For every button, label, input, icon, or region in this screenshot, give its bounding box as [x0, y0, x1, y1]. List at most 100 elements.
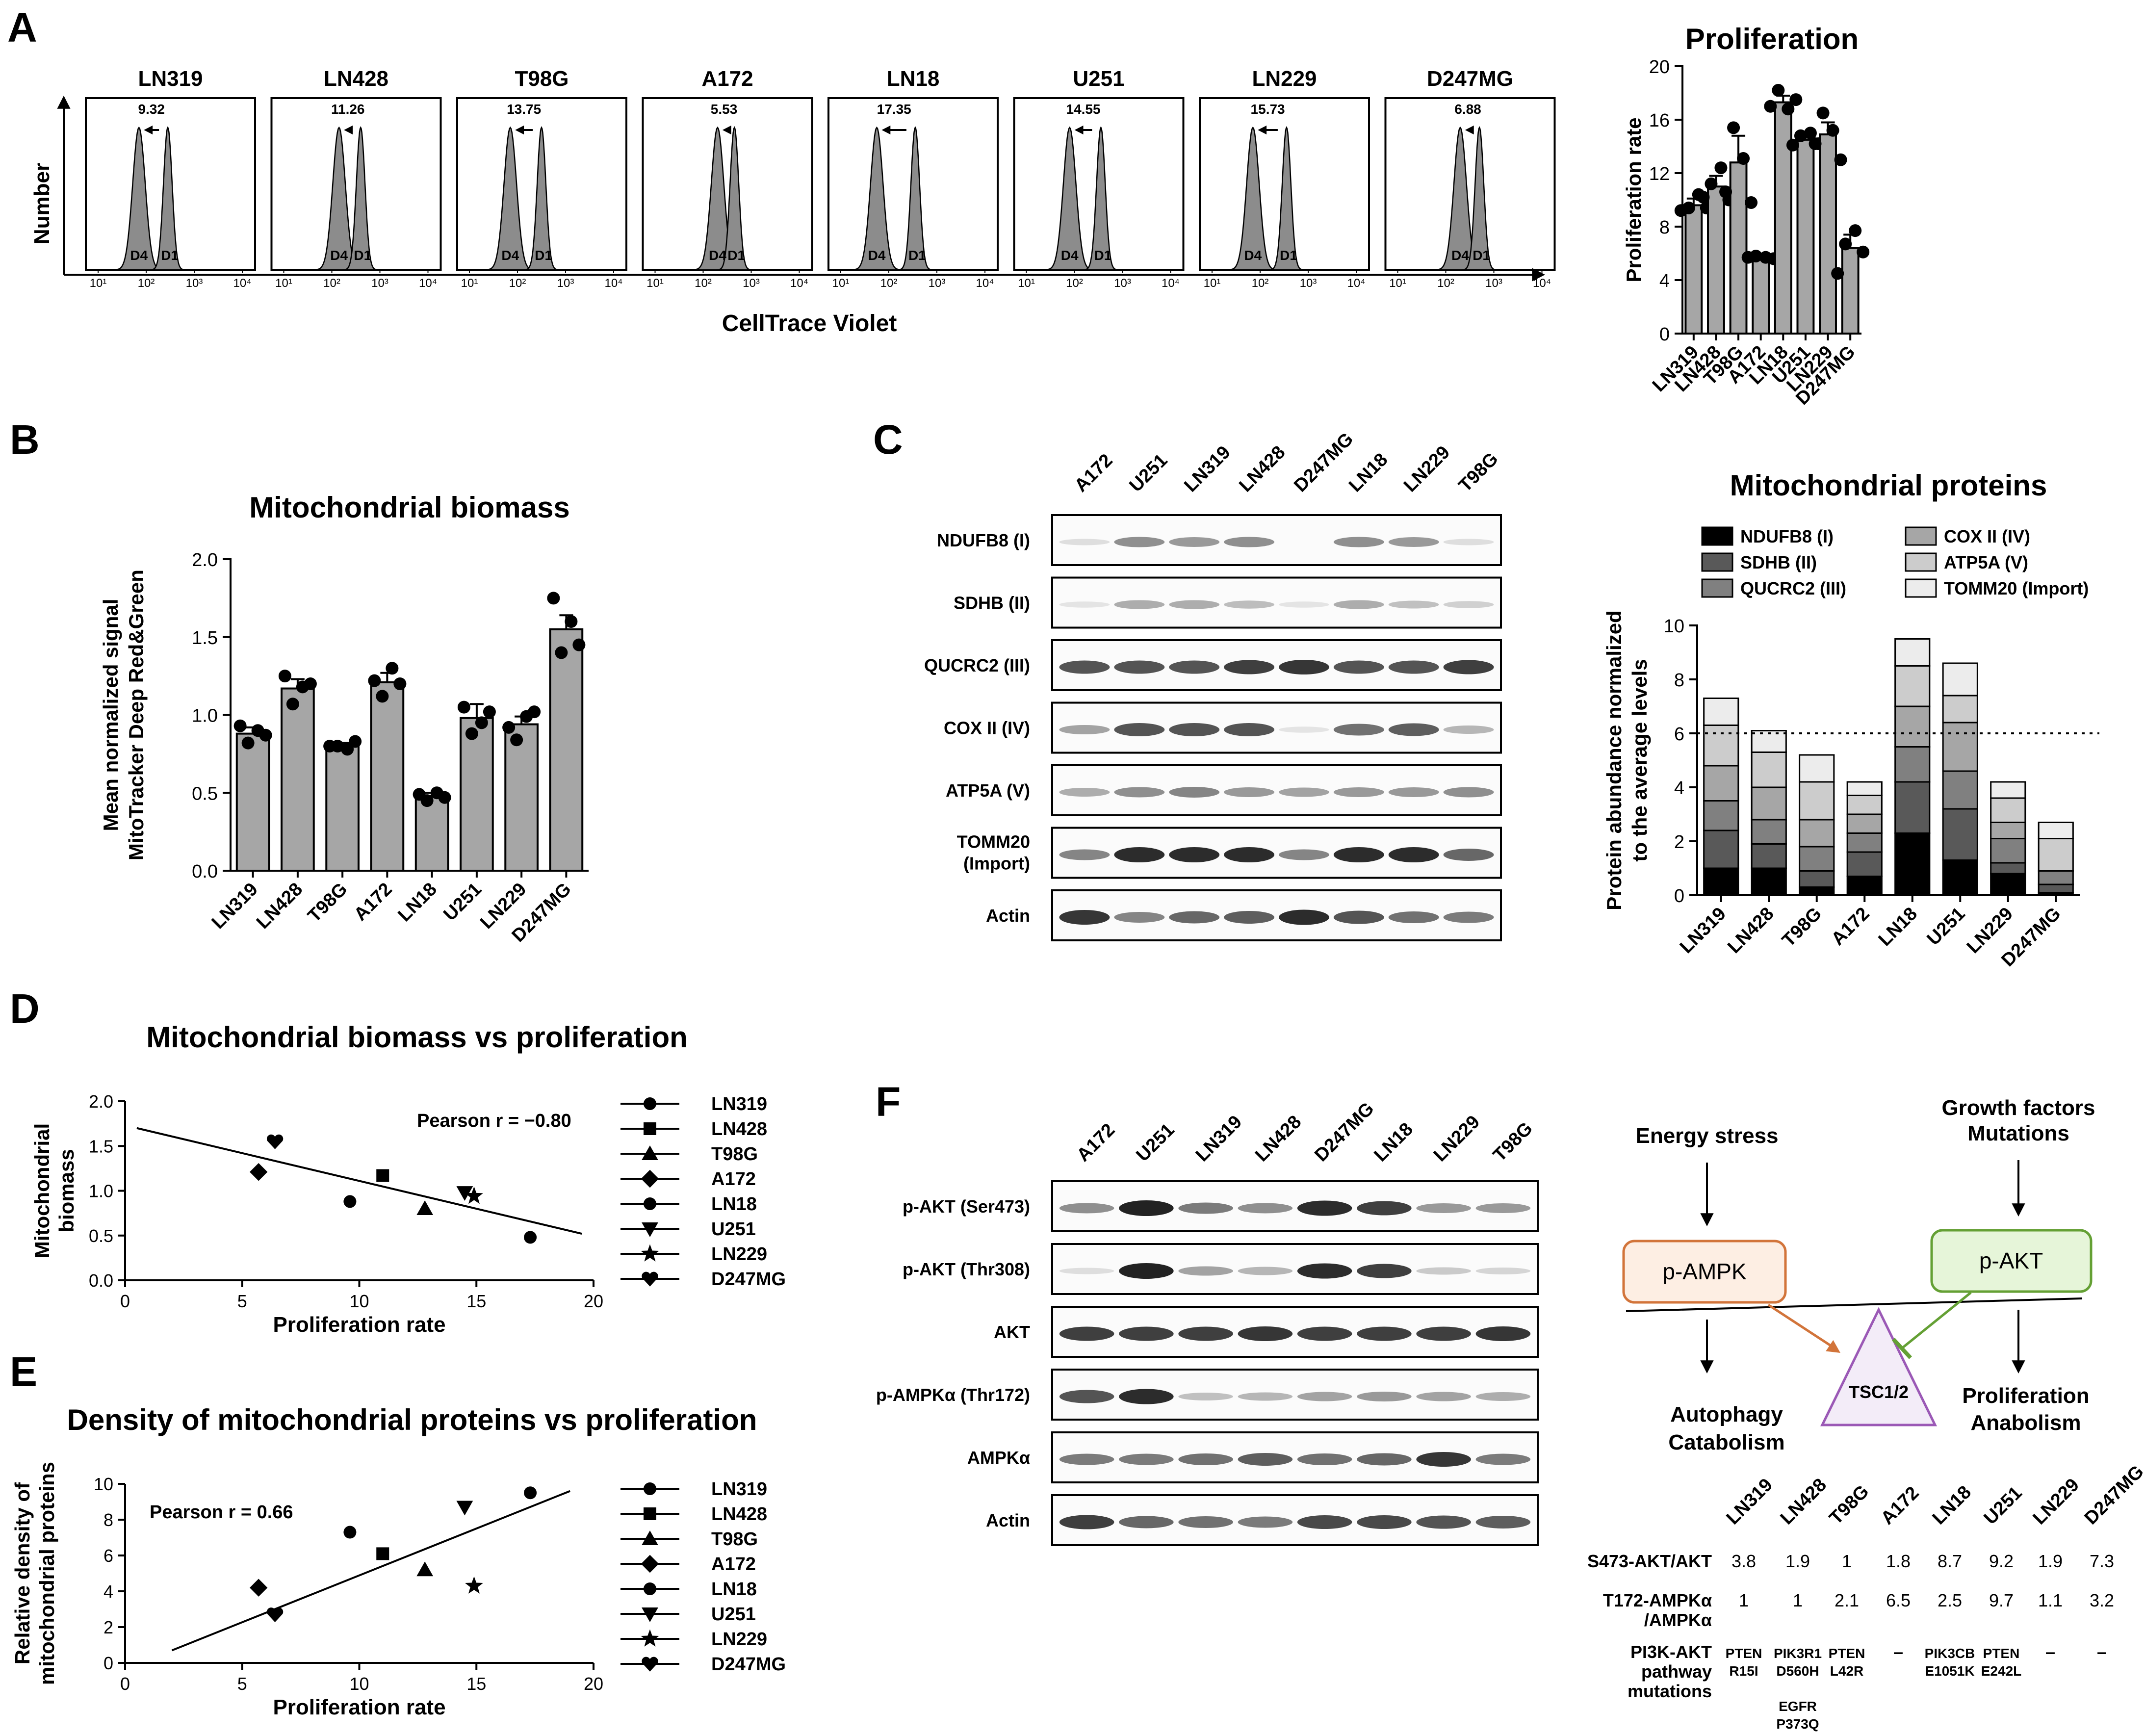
data-point: [1849, 224, 1862, 237]
table-cell: PTEN: [1726, 1646, 1762, 1661]
blot-band: [1443, 660, 1494, 674]
y-tick-label: 10: [1664, 616, 1684, 637]
scatter-point: [343, 1526, 357, 1539]
bar: [1841, 247, 1860, 335]
blot-band: [1059, 1268, 1114, 1274]
data-point: [286, 698, 299, 711]
peak-label-d1: D1: [535, 248, 552, 263]
legend-swatch: [1905, 526, 1937, 546]
blot-band: [1475, 1516, 1531, 1529]
table-cell: R15I: [1729, 1663, 1758, 1679]
data-point: [1727, 121, 1740, 134]
legend-label: D247MG: [711, 1654, 786, 1675]
data-point: [510, 733, 523, 747]
blot-band: [1224, 847, 1275, 862]
log-tick-label: 10³: [1114, 277, 1131, 290]
blot-band: [1059, 1515, 1114, 1529]
blot-band: [1059, 660, 1110, 674]
data-point: [438, 791, 451, 804]
table-cell: 8.7: [1938, 1551, 1962, 1571]
y-axis-label: Protein abundance normalized: [1602, 610, 1626, 910]
stacked-bar-segment: [1799, 846, 1835, 872]
energy-stress-label: Energy stress: [1635, 1124, 1778, 1148]
blot-band: [1388, 660, 1439, 674]
x-axis-label: Proliferation rate: [273, 1695, 445, 1719]
data-point: [1705, 177, 1718, 190]
stacked-bar-segment: [1894, 638, 1931, 667]
blot-row-label: (Import): [963, 854, 1030, 874]
blot-band: [1224, 787, 1275, 797]
x-tick-label: U251: [1923, 904, 1969, 950]
y-tick-label: 1.5: [192, 628, 218, 648]
table-row-label: PI3K-AKT: [1630, 1642, 1712, 1662]
blot-band: [1114, 660, 1165, 674]
legend-label: U251: [711, 1604, 756, 1625]
bar: [1684, 204, 1703, 335]
shift-arrow-head: [881, 125, 891, 135]
data-point: [1786, 138, 1799, 152]
y-tick-label: 0: [103, 1653, 113, 1673]
legend-marker: [644, 1122, 656, 1135]
y-tick-label: 0: [1674, 886, 1684, 907]
blot-band: [1333, 910, 1384, 924]
log-tick-label: 10³: [557, 277, 574, 290]
blot-row-label: COX II (IV): [944, 718, 1030, 738]
log-tick-label: 10⁴: [604, 277, 622, 290]
data-point: [1764, 100, 1777, 113]
log-tick-label: 10³: [929, 277, 946, 290]
stacked-bar-segment: [1990, 822, 2026, 839]
division-value: 5.53: [711, 102, 738, 117]
panel-letter-e: E: [10, 1348, 37, 1395]
peak-label-d4: D4: [501, 248, 519, 263]
table-cell: D560H: [1776, 1663, 1819, 1679]
x-tick-label: LN18: [394, 879, 441, 926]
scatter-point: [524, 1486, 537, 1500]
stacked-bar-segment: [2038, 822, 2074, 839]
fit-line: [171, 1490, 570, 1652]
legend-label: QUCRC2 (III): [1740, 578, 1846, 598]
data-point: [502, 721, 516, 734]
log-tick-label: 10²: [880, 277, 898, 290]
blot-band: [1416, 1267, 1471, 1275]
bar: [504, 723, 539, 872]
stacked-bar-segment: [1799, 819, 1835, 848]
log-tick-label: 10¹: [461, 277, 478, 290]
data-point: [1857, 245, 1870, 259]
legend-marker: [641, 1244, 659, 1262]
legend-marker: [641, 1555, 659, 1573]
peak-label-d1: D1: [727, 248, 745, 263]
blot-band: [1333, 537, 1384, 547]
blot-band: [1238, 1392, 1293, 1401]
y-tick-label: 10: [94, 1474, 113, 1494]
blot-band: [1059, 1390, 1114, 1403]
legend-label: LN428: [711, 1504, 767, 1525]
log-tick-label: 10²: [1252, 277, 1269, 290]
y-tick-label: 8: [1659, 217, 1670, 238]
y-tick-label: 6: [103, 1546, 113, 1566]
blot-band: [1416, 1326, 1471, 1341]
data-point: [349, 735, 362, 748]
y-tick-label: 2: [103, 1617, 113, 1637]
blot-band: [1114, 912, 1165, 923]
stacked-bar-segment: [1990, 781, 2026, 799]
bar: [235, 732, 270, 872]
mutations-label: Mutations: [1967, 1121, 2069, 1145]
blot-band: [1475, 1203, 1531, 1213]
stacked-bar-segment: [1799, 754, 1835, 783]
histogram-title: LN428: [324, 67, 388, 91]
data-point: [1749, 249, 1762, 262]
y-tick-label: 0.5: [192, 783, 218, 804]
table-column-label: T98G: [1826, 1481, 1873, 1529]
peak-label-d4: D4: [1061, 248, 1079, 263]
blot-band: [1059, 1203, 1114, 1214]
histogram-title: U251: [1073, 67, 1124, 91]
panel-letter-a: A: [7, 4, 37, 51]
table-cell: 1.9: [1785, 1551, 1810, 1571]
arrow-head: [1700, 1213, 1714, 1226]
blot-band: [1475, 1326, 1531, 1341]
scatter-point: [416, 1561, 434, 1577]
peak-label-d1: D1: [1473, 248, 1490, 263]
x-tick-label: LN18: [1875, 904, 1921, 950]
y-tick-label: 12: [1649, 164, 1670, 184]
